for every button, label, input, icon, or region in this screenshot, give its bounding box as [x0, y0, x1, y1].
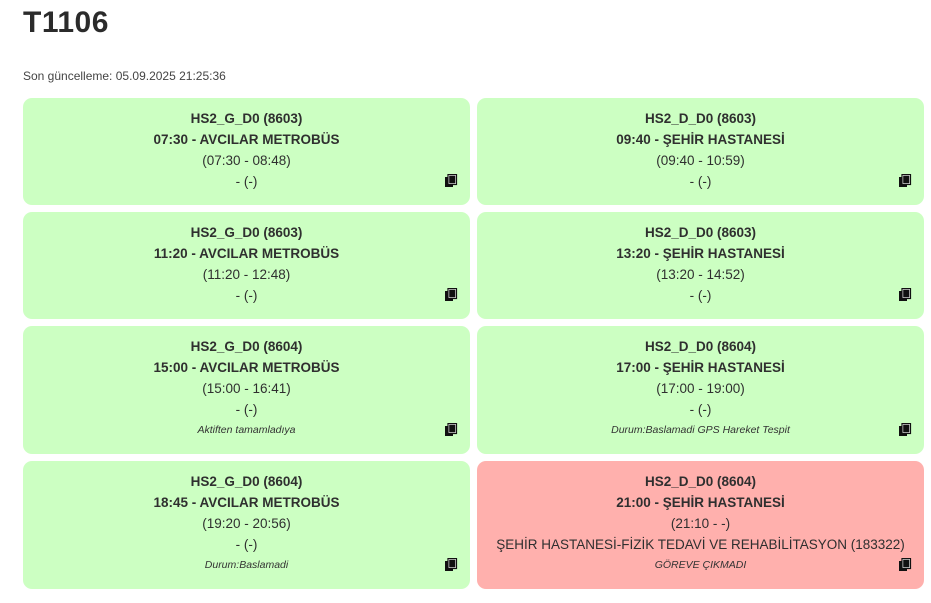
copy-icon[interactable] — [444, 558, 458, 572]
trip-departure: 17:00 - ŞEHİR HASTANESİ — [616, 360, 785, 375]
page-title: T1106 — [23, 6, 109, 39]
trip-status: Aktiften tamamladıya — [197, 424, 296, 436]
trip-times: (21:10 - -) — [670, 516, 731, 531]
trip-departure: 21:00 - ŞEHİR HASTANESİ — [616, 495, 785, 510]
trip-departure: 09:40 - ŞEHİR HASTANESİ — [616, 132, 785, 147]
copy-icon[interactable] — [898, 288, 912, 302]
trip-card-grid: HS2_G_D0 (8603) 07:30 - AVCILAR METROBÜS… — [23, 98, 924, 589]
trip-times: (19:20 - 20:56) — [202, 516, 291, 531]
trip-driver: - (-) — [235, 537, 258, 552]
trip-route: HS2_D_D0 (8604) — [644, 474, 757, 489]
copy-icon[interactable] — [898, 174, 912, 188]
trip-driver: ŞEHİR HASTANESİ-FİZİK TEDAVİ VE REHABİLİ… — [496, 537, 905, 552]
copy-icon[interactable] — [444, 288, 458, 302]
trip-times: (13:20 - 14:52) — [656, 267, 745, 282]
trip-driver: - (-) — [689, 288, 712, 303]
trip-card: HS2_G_D0 (8603) 07:30 - AVCILAR METROBÜS… — [23, 98, 470, 205]
trip-departure: 15:00 - AVCILAR METROBÜS — [153, 360, 340, 375]
trip-departure: 11:20 - AVCILAR METROBÜS — [153, 246, 340, 261]
trip-driver: - (-) — [235, 288, 258, 303]
trip-card: HS2_D_D0 (8603) 09:40 - ŞEHİR HASTANESİ … — [477, 98, 924, 205]
trip-driver: - (-) — [689, 402, 712, 417]
trip-card: HS2_G_D0 (8604) 18:45 - AVCILAR METROBÜS… — [23, 461, 470, 589]
copy-icon[interactable] — [898, 558, 912, 572]
trip-status: GÖREVE ÇIKMADI — [654, 559, 747, 571]
trip-route: HS2_G_D0 (8604) — [190, 339, 303, 354]
trip-departure: 13:20 - ŞEHİR HASTANESİ — [616, 246, 785, 261]
trip-times: (07:30 - 08:48) — [202, 153, 291, 168]
copy-icon[interactable] — [444, 423, 458, 437]
copy-icon[interactable] — [444, 174, 458, 188]
trip-driver: - (-) — [235, 174, 258, 189]
trip-departure: 07:30 - AVCILAR METROBÜS — [153, 132, 340, 147]
copy-icon[interactable] — [898, 423, 912, 437]
last-update-text: Son güncelleme: 05.09.2025 21:25:36 — [23, 69, 226, 83]
trip-times: (09:40 - 10:59) — [656, 153, 745, 168]
trip-route: HS2_D_D0 (8604) — [644, 339, 757, 354]
trip-card: HS2_D_D0 (8603) 13:20 - ŞEHİR HASTANESİ … — [477, 212, 924, 319]
trip-driver: - (-) — [689, 174, 712, 189]
trip-status: Durum:Baslamadi — [204, 559, 289, 571]
trip-driver: - (-) — [235, 402, 258, 417]
trip-route: HS2_D_D0 (8603) — [644, 111, 757, 126]
trip-times: (11:20 - 12:48) — [202, 267, 291, 282]
trip-times: (15:00 - 16:41) — [202, 381, 291, 396]
trip-card-alert: HS2_D_D0 (8604) 21:00 - ŞEHİR HASTANESİ … — [477, 461, 924, 589]
trip-card: HS2_G_D0 (8603) 11:20 - AVCILAR METROBÜS… — [23, 212, 470, 319]
trip-departure: 18:45 - AVCILAR METROBÜS — [153, 495, 340, 510]
trip-times: (17:00 - 19:00) — [656, 381, 745, 396]
trip-status: Durum:Baslamadi GPS Hareket Tespit — [611, 424, 790, 436]
trip-route: HS2_D_D0 (8603) — [644, 225, 757, 240]
trip-card: HS2_D_D0 (8604) 17:00 - ŞEHİR HASTANESİ … — [477, 326, 924, 454]
trip-card: HS2_G_D0 (8604) 15:00 - AVCILAR METROBÜS… — [23, 326, 470, 454]
trip-route: HS2_G_D0 (8604) — [190, 474, 303, 489]
trip-route: HS2_G_D0 (8603) — [190, 111, 303, 126]
trip-route: HS2_G_D0 (8603) — [190, 225, 303, 240]
